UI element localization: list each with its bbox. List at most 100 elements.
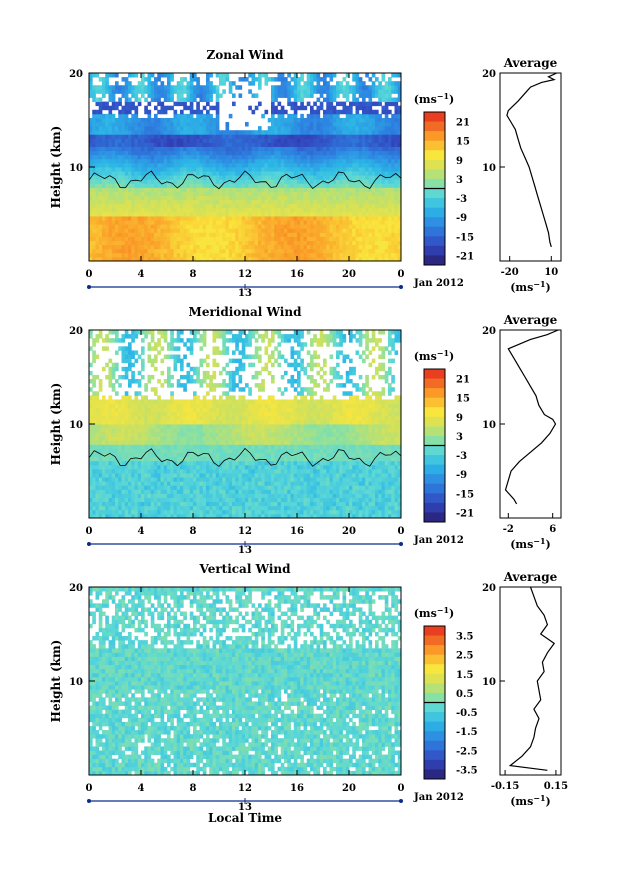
- heatmap-cell: [271, 105, 275, 111]
- heatmap-cell: [131, 497, 135, 503]
- heatmap-cell: [141, 183, 145, 188]
- heatmap-cell: [345, 138, 350, 143]
- heatmap-cell: [394, 481, 399, 486]
- heatmap-cell: [141, 477, 145, 482]
- heatmap-cell: [241, 220, 246, 225]
- heatmap-cell: [141, 171, 145, 176]
- heatmap-cell: [180, 122, 184, 127]
- heatmap-cell: [384, 101, 389, 107]
- heatmap-cell: [264, 489, 269, 494]
- heatmap-cell: [189, 146, 194, 152]
- heatmap-cell: [293, 228, 298, 233]
- heatmap-cell: [235, 134, 239, 139]
- heatmap-cell: [98, 142, 103, 147]
- heatmap-cell: [381, 195, 386, 201]
- heatmap-cell: [118, 175, 122, 180]
- heatmap-cell: [310, 134, 314, 139]
- heatmap-cell: [95, 171, 100, 176]
- heatmap-cell: [147, 167, 152, 172]
- heatmap-cell: [306, 89, 311, 94]
- heatmap-cell: [95, 101, 100, 107]
- heatmap-cell: [183, 236, 187, 241]
- heatmap-cells: [89, 73, 402, 262]
- heatmap-cell: [95, 179, 100, 184]
- heatmap-cell: [384, 497, 389, 503]
- heatmap-cell: [118, 113, 122, 119]
- heatmap-cell: [290, 232, 295, 237]
- heatmap-cell: [173, 171, 178, 176]
- heatmap-cell: [394, 175, 399, 180]
- heatmap-cell: [345, 232, 350, 237]
- heatmap-cell: [212, 179, 217, 184]
- heatmap-cell: [176, 183, 181, 188]
- heatmap-cell: [124, 252, 129, 258]
- heatmap-cell: [388, 248, 392, 254]
- heatmap-cell: [241, 513, 246, 519]
- heatmap-cell: [232, 154, 236, 160]
- heatmap-cell: [160, 485, 165, 490]
- heatmap-cell: [352, 73, 356, 78]
- heatmap-cell: [131, 122, 135, 127]
- heatmap-cell: [362, 501, 366, 507]
- heatmap-cell: [394, 199, 399, 205]
- heatmap-cell: [108, 142, 113, 147]
- heatmap-cell: [254, 146, 259, 152]
- heatmap-cell: [303, 505, 308, 511]
- heatmap-cell: [118, 126, 122, 131]
- heatmap-cell: [362, 109, 366, 115]
- heatmap-cell: [232, 256, 236, 262]
- heatmap-cell: [352, 85, 356, 90]
- heatmap-cell: [267, 477, 272, 482]
- heatmap-cell: [267, 187, 272, 192]
- heatmap-cell: [306, 477, 311, 482]
- heatmap-cell: [297, 203, 301, 209]
- heatmap-cell: [225, 228, 230, 233]
- heatmap-cell: [277, 220, 282, 225]
- heatmap-cell: [215, 481, 220, 486]
- heatmap-cell: [264, 162, 269, 168]
- heatmap-cell: [89, 93, 93, 98]
- heatmap-cell: [128, 199, 132, 205]
- heatmap-cell: [254, 216, 259, 221]
- heatmap-cell: [329, 493, 334, 498]
- heatmap-cell: [274, 485, 278, 490]
- heatmap-cell: [102, 509, 106, 515]
- heatmap-cell: [326, 240, 330, 246]
- heatmap-cell: [297, 130, 301, 135]
- heatmap-cell: [378, 485, 382, 490]
- heatmap-cell: [329, 142, 334, 147]
- heatmap-cell: [115, 162, 119, 168]
- heatmap-cell: [121, 77, 126, 82]
- heatmap-cell: [310, 252, 314, 258]
- heatmap-cell: [98, 85, 103, 90]
- heatmap-cell: [124, 113, 129, 119]
- heatmap-cell: [388, 493, 392, 498]
- heatmap-cell: [284, 477, 288, 482]
- heatmap-cell: [206, 497, 210, 503]
- heatmap-cell: [193, 207, 197, 213]
- heatmap-cell: [215, 126, 220, 131]
- heatmap-cell: [352, 154, 356, 160]
- heatmap-cell: [290, 89, 295, 94]
- heatmap-cell: [319, 244, 324, 250]
- heatmap-cell: [89, 171, 93, 176]
- heatmap-cell: [176, 122, 181, 127]
- heatmap-cell: [290, 101, 295, 107]
- heatmap-cell: [219, 477, 223, 482]
- heatmap-cell: [277, 162, 282, 168]
- heatmap-cell: [102, 89, 106, 94]
- y-axis-label: Height (km): [49, 126, 63, 209]
- heatmap-cell: [349, 497, 353, 503]
- heatmap-cell: [154, 93, 158, 98]
- heatmap-cell: [98, 122, 103, 127]
- heatmap-cell: [111, 191, 116, 197]
- heatmap-cell: [381, 187, 386, 192]
- heatmap-cell: [254, 501, 259, 507]
- heatmap-cell: [212, 134, 217, 139]
- heatmap-cell: [209, 134, 213, 139]
- heatmap-cell: [316, 203, 321, 209]
- heatmap-cell: [173, 138, 178, 143]
- heatmap-cell: [128, 73, 132, 78]
- heatmap-cell: [89, 256, 93, 262]
- heatmap-cell: [206, 167, 210, 172]
